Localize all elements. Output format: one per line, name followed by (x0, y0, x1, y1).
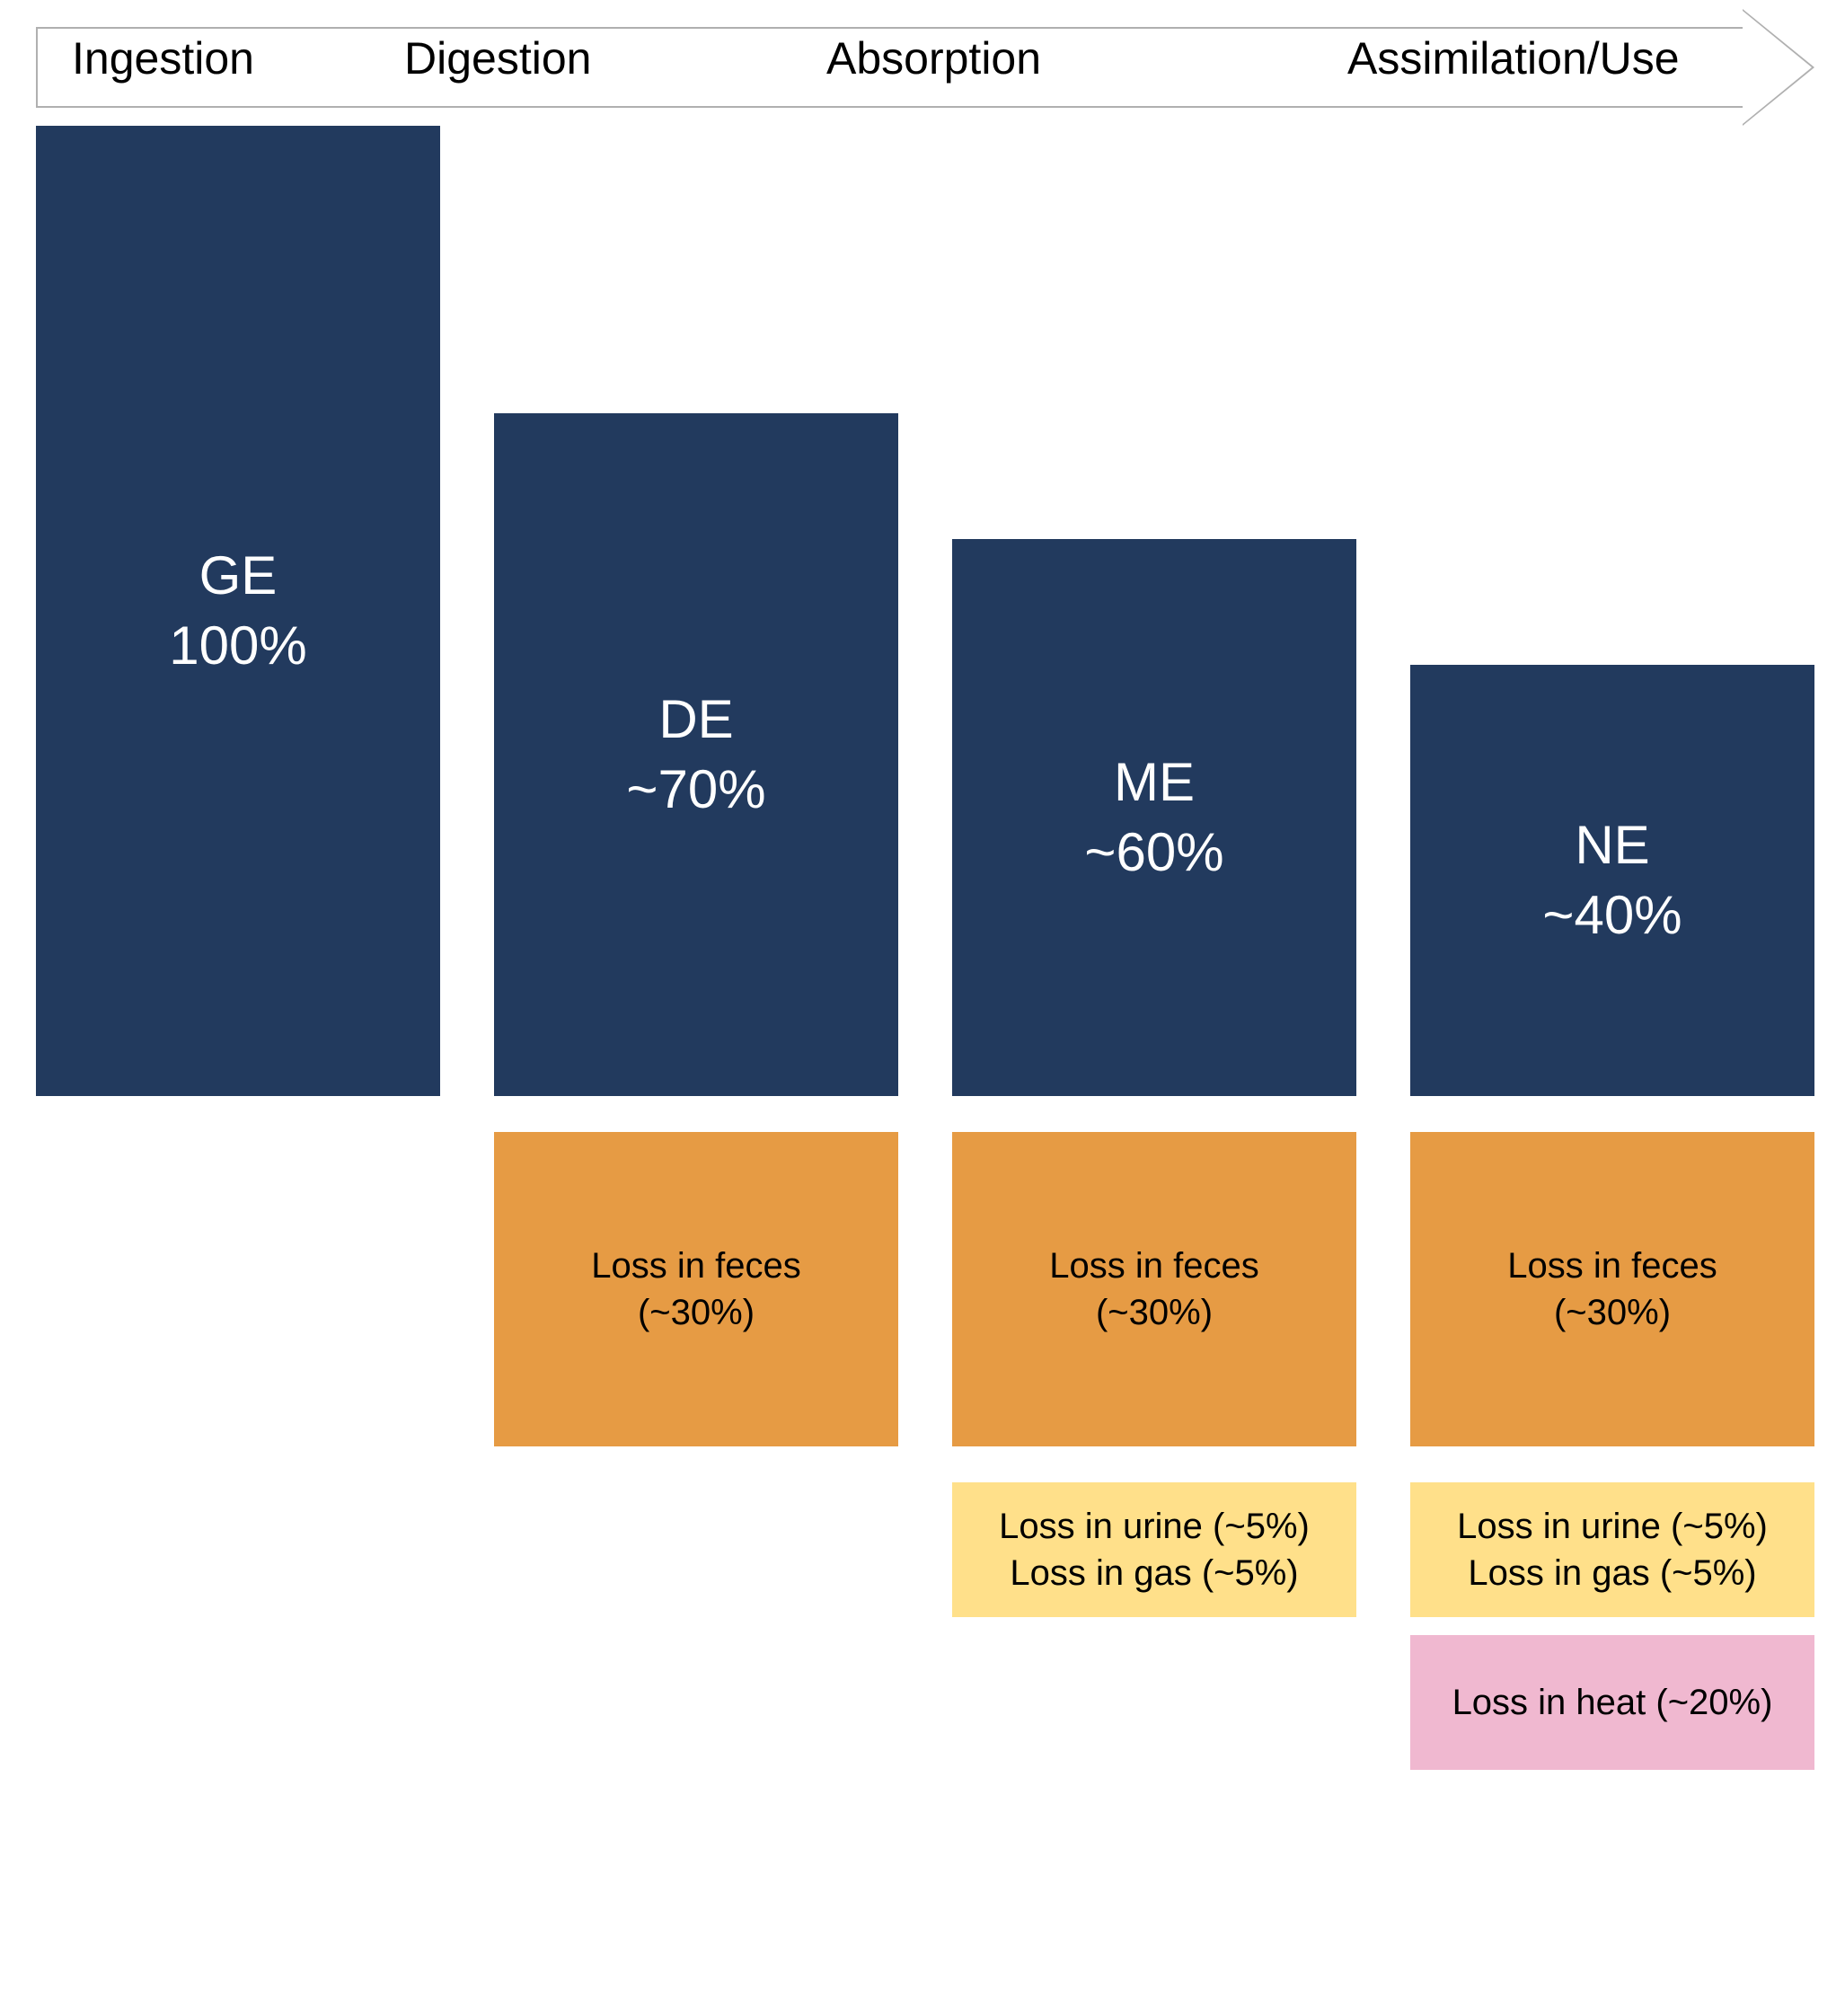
column-ne: NE ~40% Loss in feces (~30%) Loss in uri… (1410, 0, 1814, 2016)
loss-text: (~30%) (638, 1289, 755, 1336)
loss-text: Loss in feces (1049, 1242, 1258, 1289)
column-me: ME ~60% Loss in feces (~30%) Loss in uri… (952, 0, 1356, 2016)
energy-label-me: ME (1114, 747, 1195, 818)
energy-pct-ne: ~40% (1542, 880, 1682, 951)
energy-pct-me: ~60% (1084, 818, 1223, 888)
energy-box-ge: GE 100% (36, 126, 440, 1096)
column-de: DE ~70% Loss in feces (~30%) (494, 0, 898, 2016)
energy-box-ne: NE ~40% (1410, 665, 1814, 1096)
loss-text: Loss in feces (1507, 1242, 1717, 1289)
loss-heat-ne: Loss in heat (~20%) (1410, 1635, 1814, 1770)
loss-text: Loss in gas (~5%) (1010, 1550, 1298, 1596)
column-ge: GE 100% (36, 0, 440, 2016)
loss-text: (~30%) (1096, 1289, 1213, 1336)
energy-box-me: ME ~60% (952, 539, 1356, 1096)
energy-pct-ge: 100% (169, 611, 306, 681)
loss-urine-me: Loss in urine (~5%) Loss in gas (~5%) (952, 1482, 1356, 1617)
loss-text: Loss in gas (~5%) (1468, 1550, 1756, 1596)
loss-text: Loss in urine (~5%) (999, 1503, 1310, 1550)
loss-text: Loss in heat (~20%) (1452, 1679, 1773, 1726)
energy-label-de: DE (658, 685, 733, 755)
energy-box-de: DE ~70% (494, 413, 898, 1096)
loss-text: Loss in urine (~5%) (1457, 1503, 1768, 1550)
energy-label-ne: NE (1575, 810, 1649, 880)
energy-label-ge: GE (199, 541, 278, 611)
loss-feces-me: Loss in feces (~30%) (952, 1132, 1356, 1446)
loss-text: Loss in feces (591, 1242, 800, 1289)
loss-feces-ne: Loss in feces (~30%) (1410, 1132, 1814, 1446)
loss-urine-ne: Loss in urine (~5%) Loss in gas (~5%) (1410, 1482, 1814, 1617)
loss-feces-de: Loss in feces (~30%) (494, 1132, 898, 1446)
energy-pct-de: ~70% (626, 755, 765, 825)
loss-text: (~30%) (1554, 1289, 1671, 1336)
